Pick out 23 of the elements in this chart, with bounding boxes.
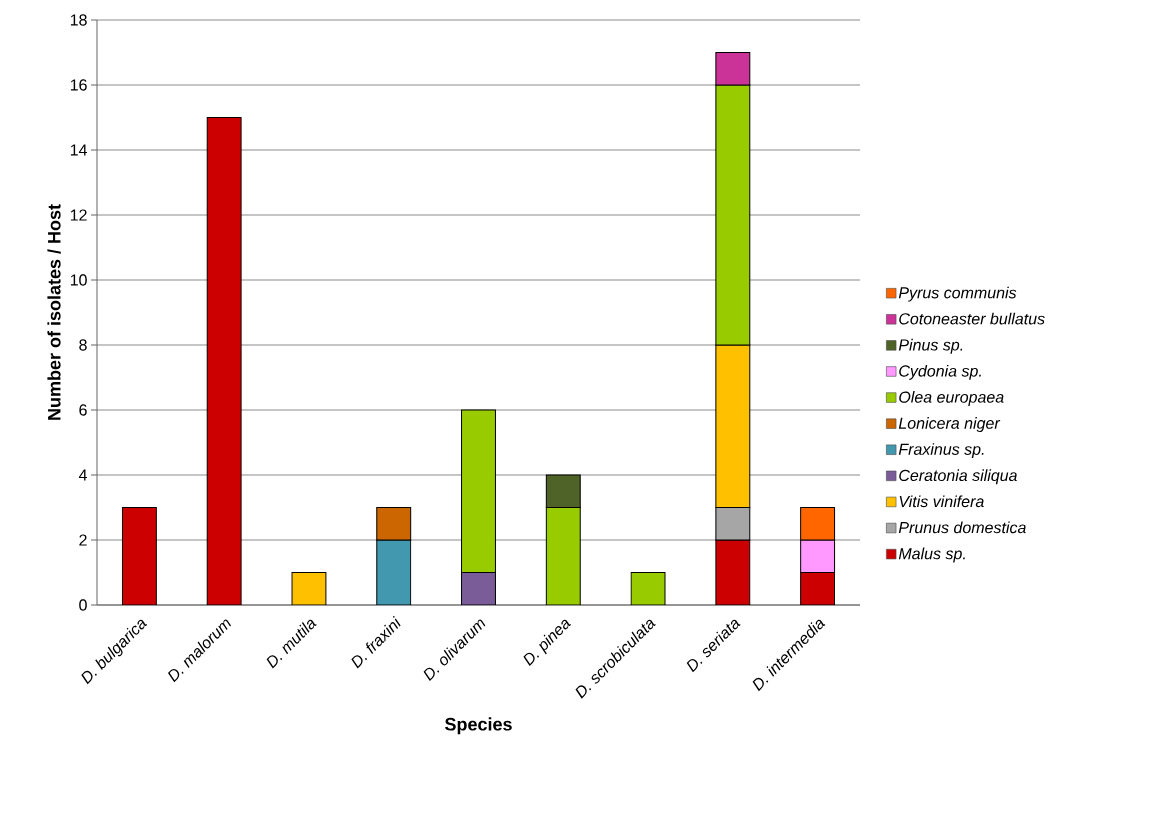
y-tick-label: 0 [79,599,87,611]
legend-label: Vitis vinifera [899,495,984,508]
y-tick-label: 12 [70,209,87,221]
y-tick-label: 10 [70,274,87,286]
legend-label: Fraxinus sp. [898,443,984,459]
y-tick-label: 6 [79,404,87,416]
legend-label: Pyrus communis [898,286,1017,302]
y-tick-label: 4 [78,469,87,481]
y-tick-label: 2 [79,534,87,546]
y-tick-label: 8 [79,339,87,351]
legend-label: Lonicera niger [898,417,1001,433]
legend-label: Ceratonia siliqua [899,469,1017,485]
legend-label: Olea europaea [899,391,1004,406]
x-axis-title: Species [445,717,512,735]
legend-label: Cotoneaster bullatus [899,312,1045,325]
legend-label: Malus sp. [898,547,965,563]
legend-label: Prunus domestica [898,521,1026,534]
y-tick-label: 14 [70,144,87,156]
y-axis-title: Number of isolates / Host [47,204,61,420]
y-tick-label: 18 [70,14,87,26]
y-tick-label: 16 [70,79,87,91]
legend-label: Cydonia sp. [899,364,981,380]
legend-label: Pinus sp. [898,338,963,354]
